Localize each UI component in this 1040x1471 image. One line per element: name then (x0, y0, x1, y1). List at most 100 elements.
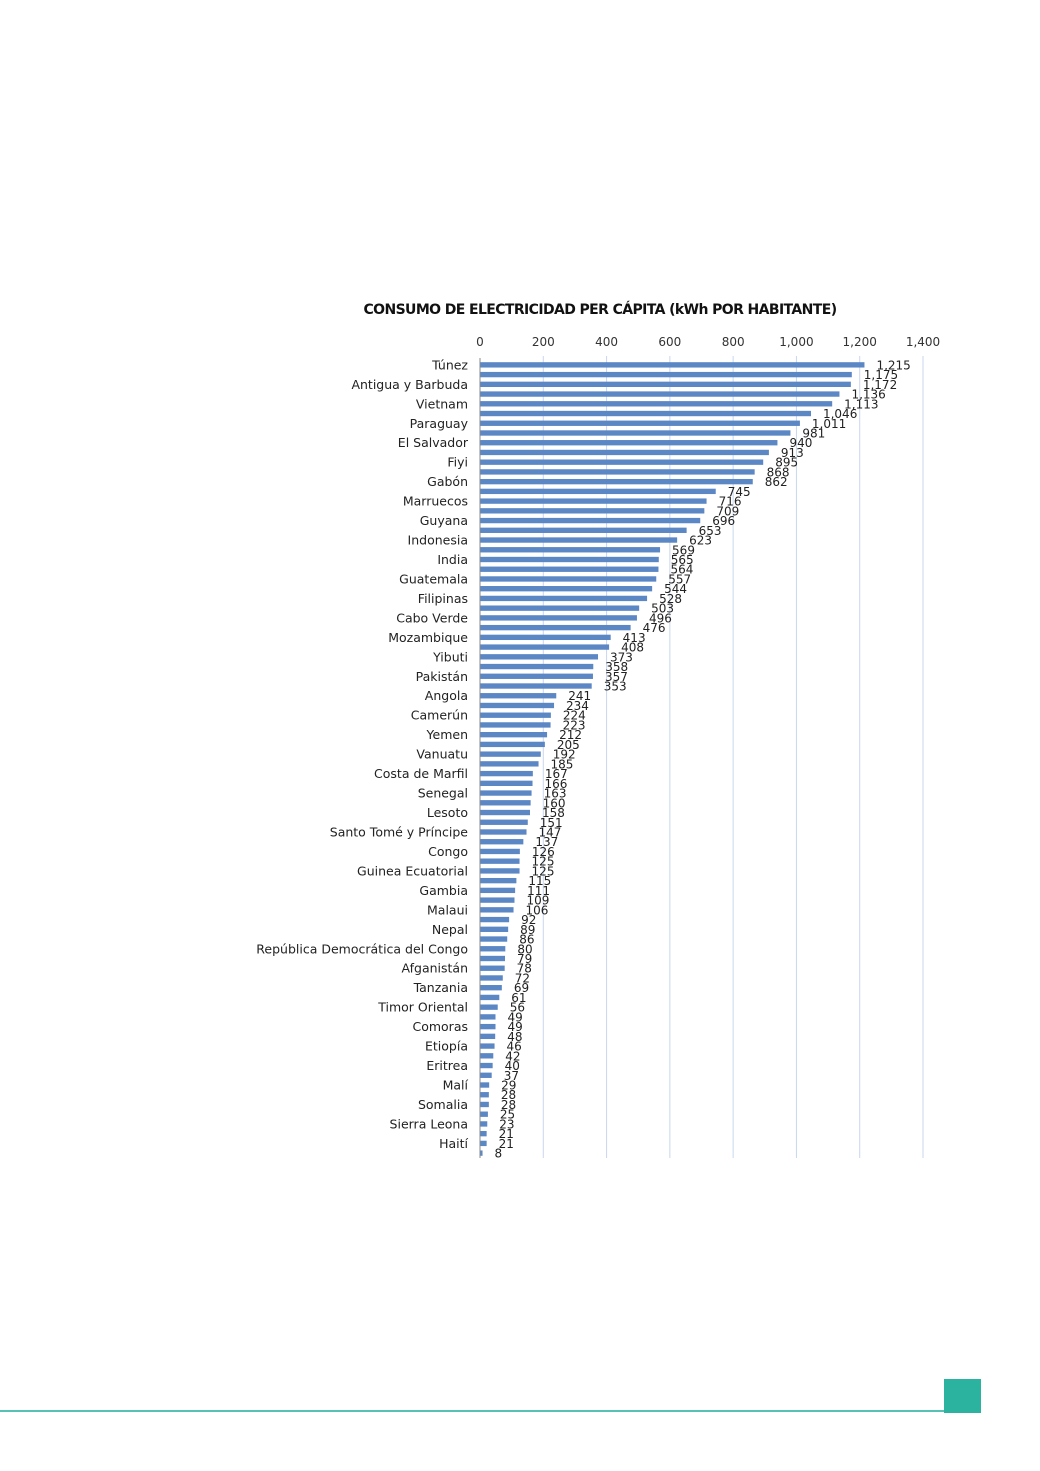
chart-title: CONSUMO DE ELECTRICIDAD PER CÁPITA (kWh … (363, 302, 837, 318)
bar (480, 985, 502, 991)
bar (480, 1062, 493, 1069)
bar (480, 1053, 494, 1059)
data-label: 745 (728, 485, 751, 499)
data-label: 192 (553, 748, 576, 762)
category-label: Somalia (418, 1097, 468, 1112)
data-label: 868 (767, 465, 790, 479)
category-label: El Salvador (398, 435, 469, 450)
data-label: 29 (501, 1079, 516, 1093)
category-label: Angola (425, 688, 468, 703)
data-label: 528 (659, 592, 682, 606)
data-label: 1,136 (851, 388, 885, 402)
category-label: República Democrática del Congo (256, 941, 468, 956)
gridlines (542, 356, 924, 1158)
x-tick-label: 1,200 (843, 335, 877, 349)
data-label: 125 (532, 864, 555, 878)
bar (480, 751, 541, 757)
data-label: 373 (610, 650, 633, 664)
data-label: 716 (719, 495, 742, 509)
bar (480, 916, 510, 923)
category-label: Yemen (426, 727, 468, 742)
data-label: 79 (517, 952, 532, 966)
bar (480, 576, 657, 582)
data-label: 25 (500, 1108, 515, 1122)
data-label: 653 (699, 524, 722, 538)
bar (480, 693, 557, 699)
bar (480, 459, 764, 465)
bar (480, 868, 520, 874)
bar (480, 926, 509, 932)
data-label: 1,175 (864, 368, 898, 382)
bar (480, 829, 527, 835)
bar (480, 547, 661, 553)
bar (480, 1014, 496, 1020)
value-labels: 1,2151,1751,1721,1361,1131,0461,01198194… (495, 358, 911, 1160)
x-tick-label: 800 (722, 335, 745, 349)
bar (480, 1101, 489, 1108)
data-label: 92 (521, 913, 536, 927)
bar (480, 478, 753, 485)
bar (480, 498, 707, 504)
data-label: 895 (775, 456, 798, 470)
category-label: Guinea Ecuatorial (357, 863, 468, 878)
bar (480, 673, 593, 679)
bar (480, 936, 508, 942)
bar (480, 1150, 483, 1156)
category-label: Marruecos (403, 494, 468, 509)
bar (480, 722, 551, 728)
category-label: Timor Oriental (377, 1000, 468, 1015)
bar (480, 391, 840, 397)
category-labels: Túnez Antigua y Barbuda Vietnam Paraguay El … (256, 357, 469, 1151)
data-label: 56 (510, 1001, 525, 1015)
bar (480, 887, 516, 894)
data-label: 544 (664, 582, 687, 596)
data-label: 185 (551, 757, 574, 771)
data-label: 223 (563, 718, 586, 732)
bar (480, 780, 533, 787)
data-label: 569 (672, 543, 695, 557)
bar (480, 488, 716, 495)
category-label: Gambia (419, 883, 468, 898)
data-label: 357 (605, 670, 628, 684)
category-label: Indonesia (408, 533, 468, 548)
bar (480, 1121, 488, 1127)
data-label: 557 (668, 572, 691, 586)
x-tick-label: 1,400 (906, 335, 940, 349)
category-label: Vanuatu (416, 747, 468, 762)
bar (480, 702, 555, 709)
bar (480, 907, 514, 913)
bar (480, 527, 687, 533)
data-label: 151 (540, 816, 563, 830)
x-tick-label: 0 (476, 335, 484, 349)
bar (480, 1130, 487, 1137)
bar (480, 1072, 492, 1078)
data-label: 1,172 (863, 378, 897, 392)
data-label: 109 (526, 894, 549, 908)
category-label: Tanzania (413, 980, 468, 995)
category-label: Túnez (431, 357, 468, 372)
data-label: 42 (505, 1049, 520, 1063)
data-label: 408 (621, 641, 644, 655)
data-label: 205 (557, 738, 580, 752)
bar (480, 381, 851, 388)
bar (480, 517, 701, 524)
bar (480, 683, 592, 689)
data-label: 565 (671, 553, 694, 567)
bar (480, 440, 778, 446)
bar (480, 556, 659, 563)
data-label: 46 (507, 1040, 522, 1054)
x-tick-label: 1,000 (779, 335, 813, 349)
data-label: 981 (802, 426, 825, 440)
bar (480, 449, 769, 456)
data-label: 1,215 (876, 358, 910, 372)
x-tick-label: 600 (658, 335, 681, 349)
category-label: Etiopía (425, 1039, 468, 1054)
bar (480, 566, 659, 572)
data-label: 353 (604, 680, 627, 694)
data-label: 78 (517, 962, 532, 976)
data-label: 48 (507, 1030, 522, 1044)
bar (480, 790, 532, 796)
bar (480, 741, 545, 748)
data-label: 160 (543, 796, 566, 810)
category-label: Yibuti (432, 649, 468, 664)
